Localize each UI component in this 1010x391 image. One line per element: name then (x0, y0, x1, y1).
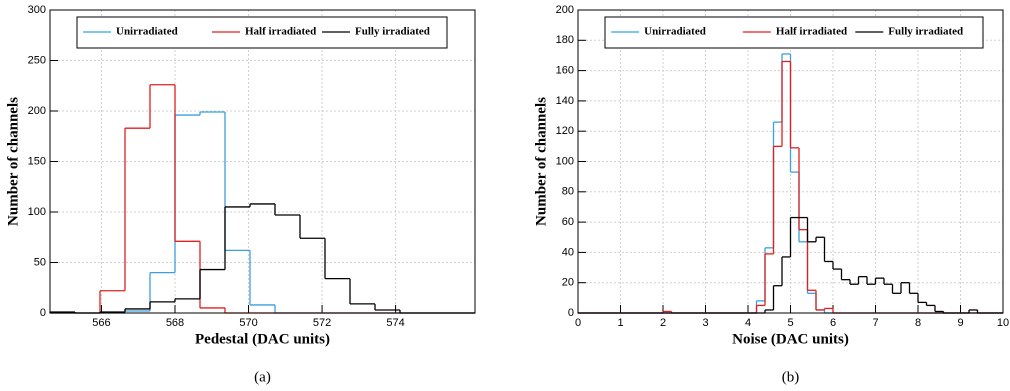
y-tick-label: 150 (28, 155, 46, 167)
x-axis-label: Pedestal (DAC units) (195, 331, 330, 347)
x-tick-label: 5 (787, 317, 793, 329)
x-tick-label: 1 (617, 317, 623, 329)
legend-label: Half irradiated (245, 26, 316, 38)
x-tick-label: 10 (997, 317, 1009, 329)
y-tick-label: 0 (40, 307, 46, 319)
x-tick-label: 6 (830, 317, 836, 329)
legend-label: Fully irradiated (355, 26, 430, 38)
legend-label: Unirradiated (116, 26, 178, 38)
x-tick-label: 8 (915, 317, 921, 329)
caption: (a) (254, 369, 271, 385)
x-tick-label: 4 (745, 317, 751, 329)
x-tick-label: 0 (575, 317, 581, 329)
caption: (b) (782, 369, 800, 385)
y-tick-label: 20 (562, 277, 574, 289)
x-axis-label: Noise (DAC units) (732, 331, 849, 347)
y-tick-label: 300 (28, 4, 46, 16)
y-tick-label: 100 (556, 155, 574, 167)
y-tick-label: 40 (562, 246, 574, 258)
y-tick-label: 60 (562, 216, 574, 228)
legend-label: Fully irradiated (888, 26, 963, 38)
x-tick-label: 572 (313, 317, 331, 329)
x-tick-label: 566 (92, 317, 110, 329)
y-tick-label: 100 (28, 206, 46, 218)
x-tick-label: 9 (957, 317, 963, 329)
y-axis-label: Number of channels (533, 97, 549, 226)
y-axis-label: Number of channels (5, 97, 21, 226)
y-tick-label: 80 (562, 186, 574, 198)
x-tick-label: 574 (386, 317, 404, 329)
y-tick-label: 50 (34, 256, 46, 268)
plot-frame (577, 9, 1004, 314)
y-tick-label: 0 (568, 307, 574, 319)
y-tick-label: 120 (556, 125, 574, 137)
legend-label: Half irradiated (776, 26, 847, 38)
x-tick-label: 2 (660, 317, 666, 329)
y-tick-label: 200 (28, 105, 46, 117)
x-tick-label: 7 (872, 317, 878, 329)
y-tick-label: 140 (556, 95, 574, 107)
plot-frame (49, 9, 476, 314)
y-tick-label: 200 (556, 4, 574, 16)
y-tick-label: 160 (556, 65, 574, 77)
legend-box (76, 16, 448, 49)
x-tick-label: 3 (702, 317, 708, 329)
y-tick-label: 180 (556, 34, 574, 46)
x-tick-label: 570 (239, 317, 257, 329)
legend-label: Unirradiated (644, 26, 706, 38)
legend-box (604, 16, 984, 49)
x-tick-label: 568 (166, 317, 184, 329)
y-tick-label: 250 (28, 54, 46, 66)
